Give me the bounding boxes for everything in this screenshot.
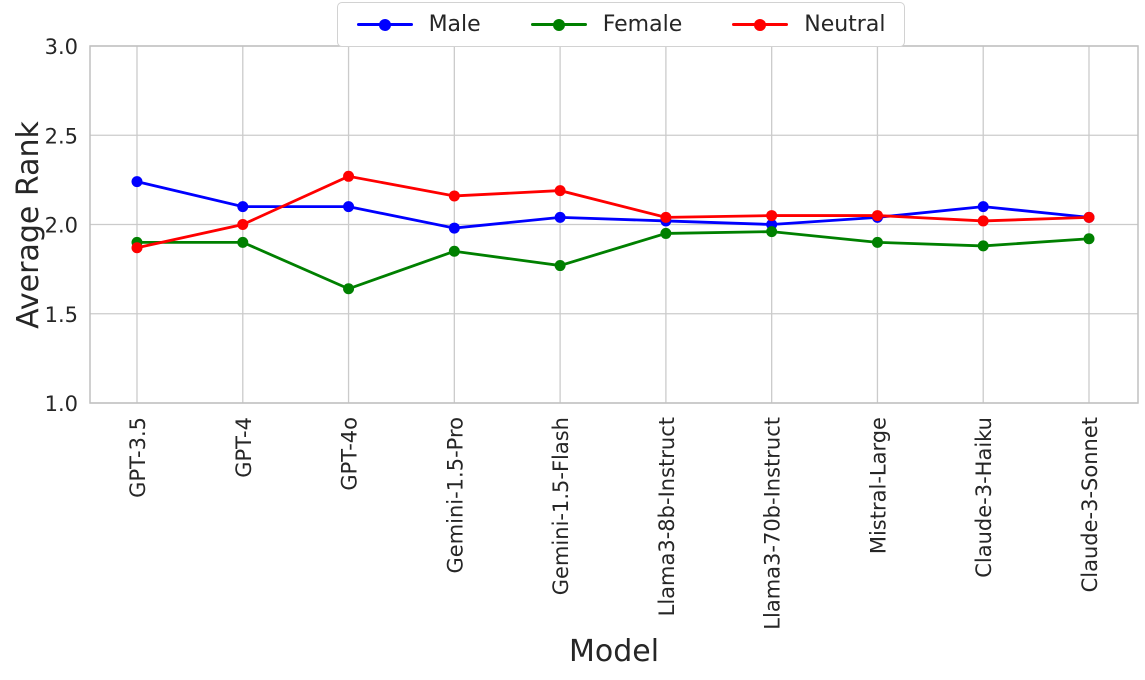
data-point-male-3 [448, 222, 460, 234]
data-point-neutral-0 [131, 242, 143, 254]
x-tick-label: Claude-3-Sonnet [1078, 417, 1102, 592]
data-point-neutral-2 [343, 170, 355, 182]
legend-line-marker-icon [732, 18, 789, 32]
data-point-female-9 [1083, 233, 1095, 245]
data-point-male-4 [554, 211, 566, 223]
x-tick-label: Llama3-70b-Instruct [761, 417, 785, 630]
y-axis-label: Average Rank [11, 121, 46, 329]
y-tick-label: 3.0 [45, 35, 78, 59]
plot-area: 1.0 1.5 2.0 2.5 3.0 GPT-3.5 GPT-4 GPT-4o Gemini-… [45, 35, 1139, 630]
legend-item-female: Female [530, 11, 683, 37]
data-point-female-1 [237, 236, 249, 248]
legend-label-female: Female [602, 11, 683, 37]
data-point-neutral-9 [1083, 211, 1095, 223]
data-point-male-0 [131, 176, 143, 188]
x-tick-label: GPT-4 [232, 417, 256, 478]
y-tick-label: 1.0 [45, 392, 78, 416]
series-line-neutral [136, 174, 1090, 250]
x-tick-label: Gemini-1.5-Flash [549, 417, 573, 595]
series-line-male [136, 180, 1090, 230]
data-point-neutral-3 [448, 190, 460, 202]
data-point-male-2 [343, 201, 355, 213]
legend-item-male: Male [356, 11, 481, 37]
data-point-female-5 [660, 227, 672, 239]
data-point-neutral-7 [871, 210, 883, 222]
x-tick-label: Llama3-8b-Instruct [655, 417, 679, 616]
x-tick-label: Claude-3-Haiku [972, 417, 996, 578]
data-point-female-2 [343, 283, 355, 295]
data-point-neutral-5 [660, 211, 672, 223]
y-tick-label: 1.5 [45, 303, 78, 327]
x-axis-label: Model [569, 634, 659, 669]
data-point-female-7 [871, 236, 883, 248]
x-tick-label: GPT-4o [338, 417, 362, 491]
series-line-female [137, 230, 1090, 291]
x-tick-label: Gemini-1.5-Pro [443, 417, 467, 573]
data-point-female-3 [448, 245, 460, 257]
data-point-female-8 [977, 240, 989, 252]
legend-line-marker-icon [356, 18, 413, 32]
data-point-neutral-4 [554, 185, 566, 197]
data-point-neutral-1 [237, 219, 249, 230]
data-point-neutral-8 [977, 215, 989, 227]
x-tick-label: Mistral-Large [866, 417, 890, 554]
chart-legend: Male Female Neutral [337, 2, 905, 47]
y-tick-label: 2.0 [45, 214, 78, 238]
data-point-female-6 [766, 226, 778, 238]
x-tick-label: GPT-3.5 [126, 417, 150, 498]
data-point-neutral-6 [766, 210, 778, 222]
data-point-male-1 [237, 201, 249, 213]
legend-label-male: Male [428, 11, 481, 37]
y-tick-label: 2.5 [45, 124, 78, 148]
legend-item-neutral: Neutral [732, 11, 886, 37]
legend-label-neutral: Neutral [804, 11, 886, 37]
legend-line-marker-icon [530, 18, 587, 32]
data-point-male-8 [977, 201, 989, 213]
data-point-female-4 [554, 260, 566, 272]
